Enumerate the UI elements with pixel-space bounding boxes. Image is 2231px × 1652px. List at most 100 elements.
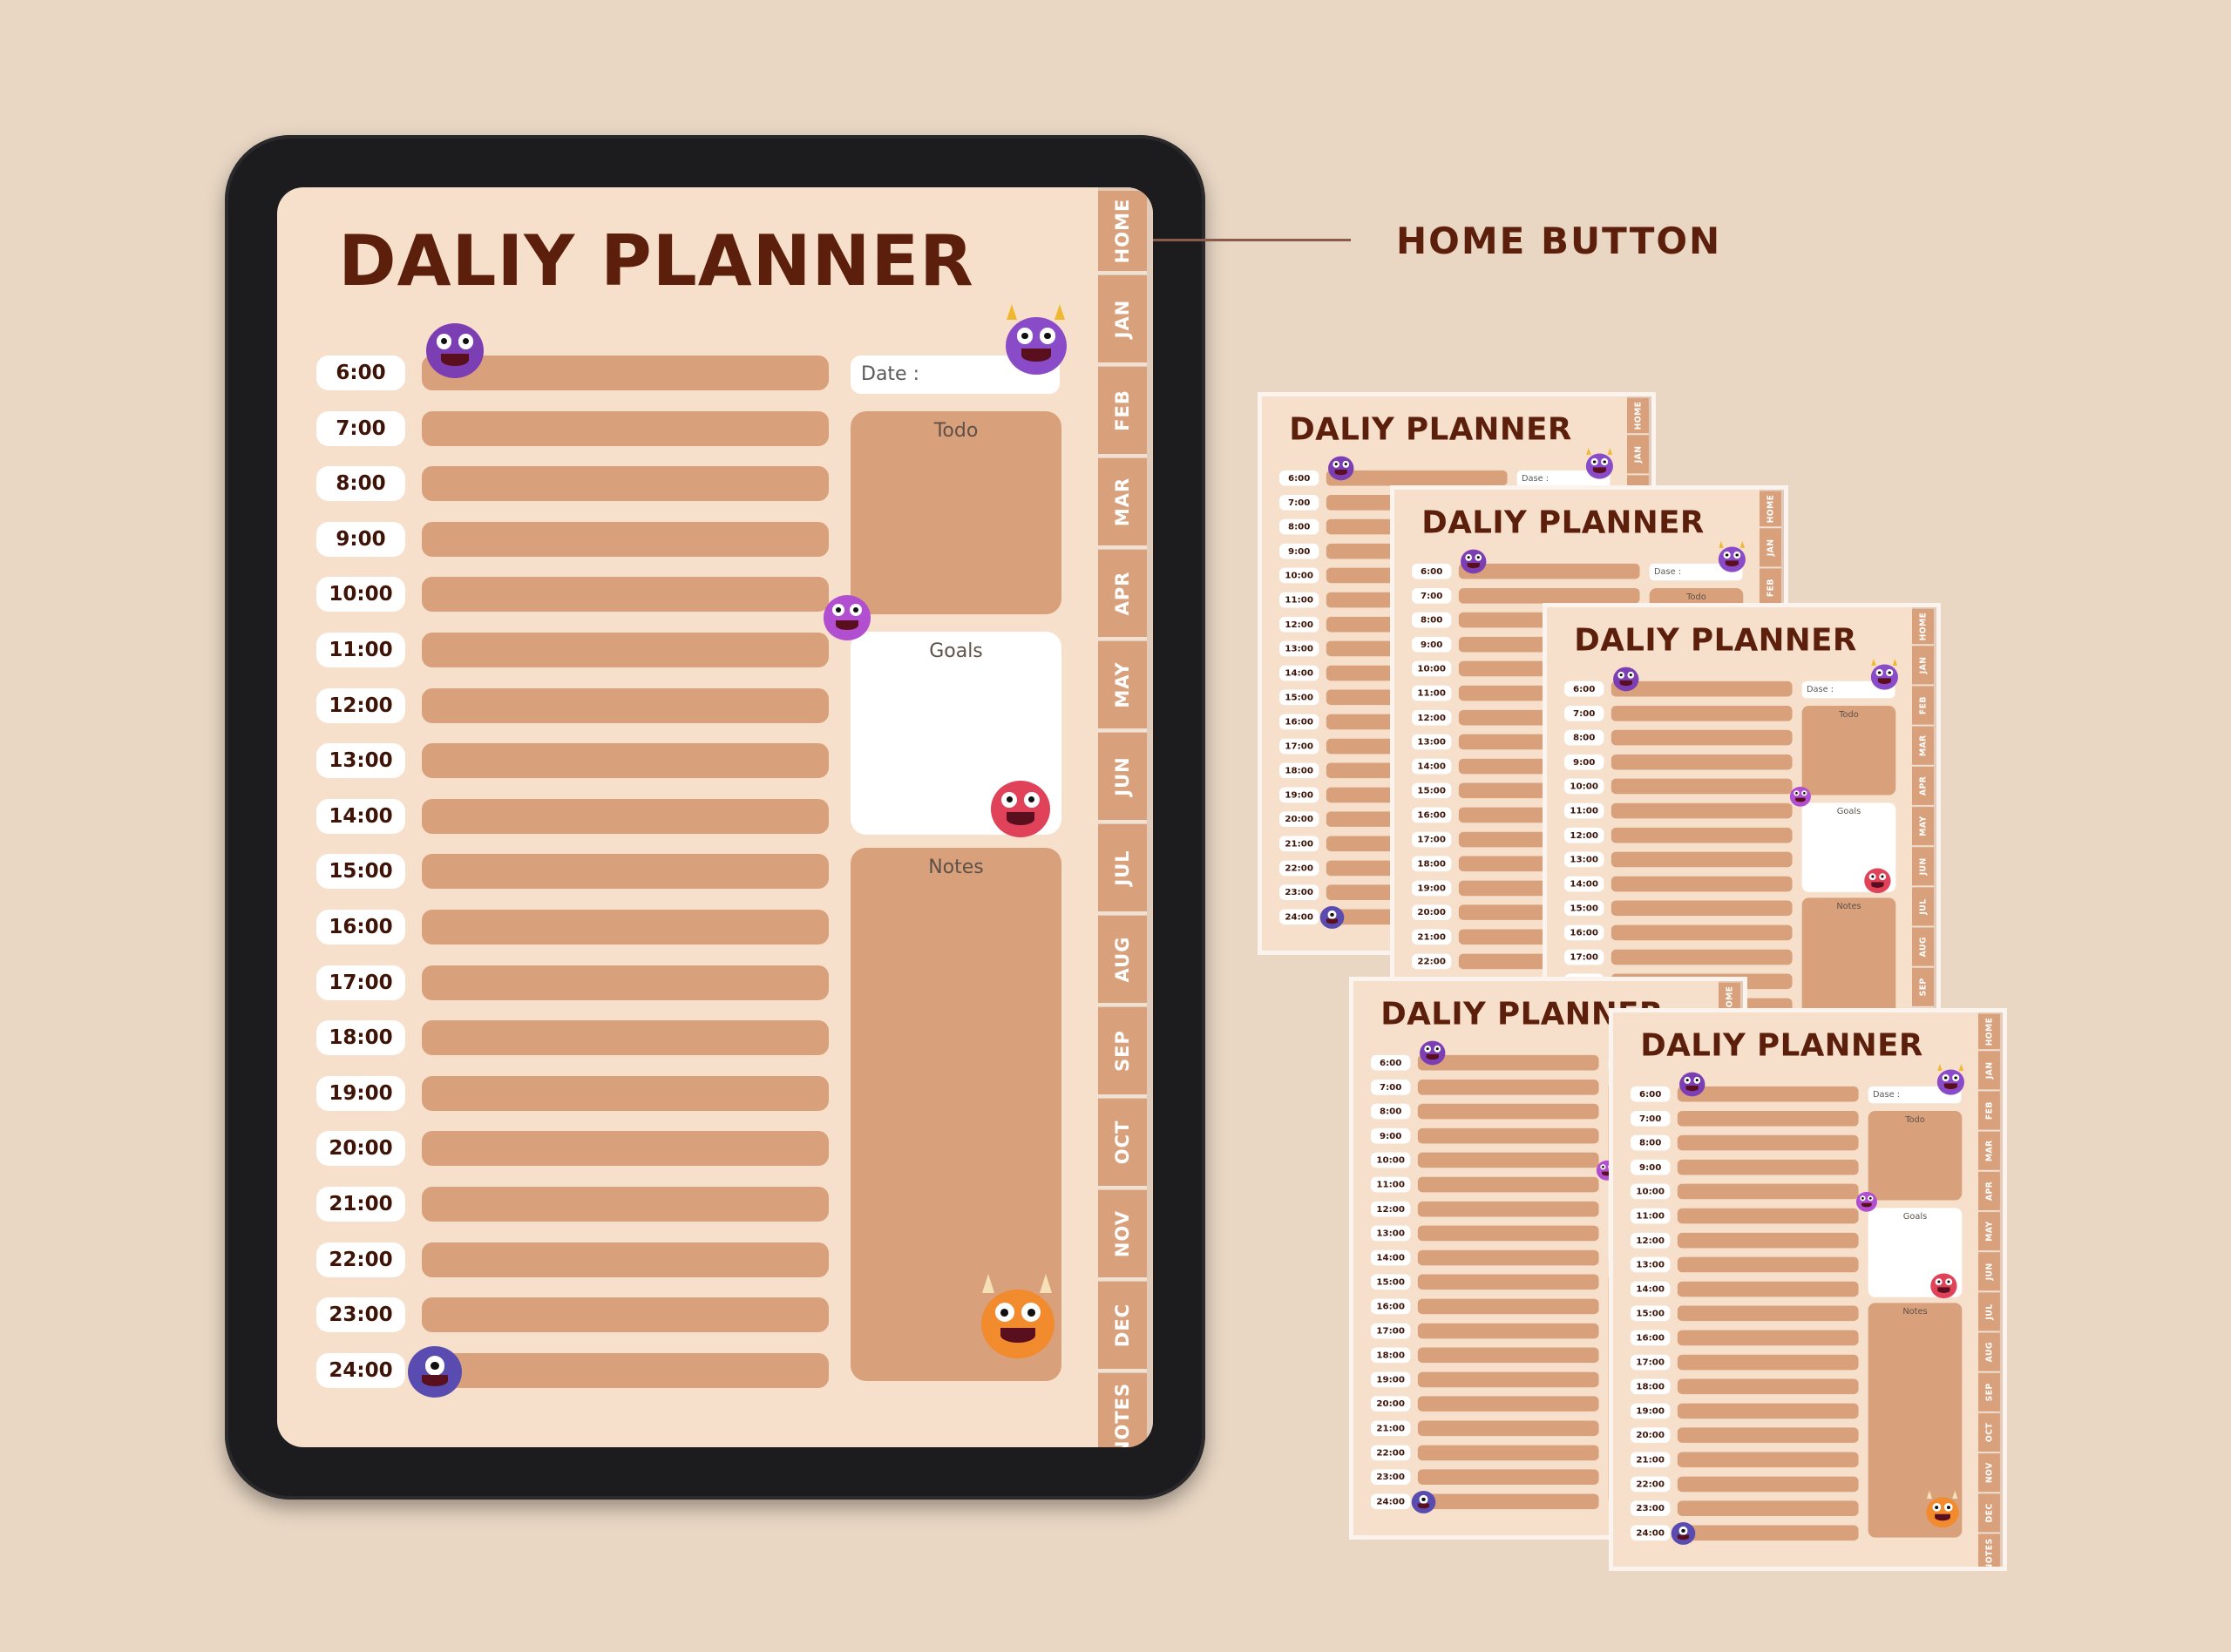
tab-jul[interactable]: JUL (1911, 887, 1934, 928)
time-entry-field[interactable] (1417, 1323, 1599, 1339)
time-entry-field[interactable] (1417, 1396, 1599, 1412)
time-entry-field[interactable] (1677, 1354, 1859, 1371)
date-field[interactable]: Dase : (1649, 563, 1743, 581)
time-entry-field[interactable] (1677, 1256, 1859, 1273)
tab-home[interactable]: HOME (1977, 1013, 2000, 1051)
time-entry-field[interactable] (1417, 1225, 1599, 1242)
tab-notes[interactable]: NOTES (1098, 1373, 1147, 1447)
time-entry-field[interactable] (1417, 1127, 1599, 1144)
time-entry-field[interactable] (1677, 1500, 1859, 1517)
tab-apr[interactable]: APR (1098, 550, 1147, 640)
time-entry-field[interactable] (1611, 754, 1793, 770)
time-entry-field[interactable] (422, 965, 829, 1000)
time-entry-field[interactable] (422, 355, 829, 390)
time-entry-field[interactable] (1611, 802, 1793, 819)
time-entry-field[interactable] (1611, 924, 1793, 941)
tab-sep[interactable]: SEP (1977, 1372, 2000, 1413)
time-entry-field[interactable] (422, 1297, 829, 1333)
time-entry-field[interactable] (422, 466, 829, 502)
time-entry-field[interactable] (422, 1242, 829, 1277)
tab-nov[interactable]: NOV (1977, 1453, 2000, 1493)
tab-home[interactable]: HOME (1911, 608, 1934, 646)
time-entry-field[interactable] (422, 798, 829, 834)
time-entry-field[interactable] (1458, 563, 1640, 579)
tab-jun[interactable]: JUN (1977, 1252, 2000, 1293)
date-field[interactable]: Dase : (1868, 1086, 1962, 1104)
tab-jan[interactable]: JAN (1911, 646, 1934, 687)
tab-apr[interactable]: APR (1911, 766, 1934, 807)
time-entry-field[interactable] (422, 1187, 829, 1222)
time-entry-field[interactable] (1677, 1403, 1859, 1419)
tab-feb[interactable]: FEB (1759, 568, 1781, 609)
time-entry-field[interactable] (1611, 778, 1793, 795)
tab-aug[interactable]: AUG (1911, 927, 1934, 968)
time-entry-field[interactable] (1417, 1469, 1599, 1486)
time-entry-field[interactable] (1611, 851, 1793, 868)
time-entry-field[interactable] (1611, 949, 1793, 965)
time-entry-field[interactable] (1677, 1183, 1859, 1200)
time-entry-field[interactable] (1677, 1378, 1859, 1395)
tab-oct[interactable]: OCT (1977, 1413, 2000, 1453)
tab-jun[interactable]: JUN (1911, 847, 1934, 888)
time-entry-field[interactable] (422, 633, 829, 667)
time-entry-field[interactable] (1611, 729, 1793, 746)
time-entry-field[interactable] (1417, 1493, 1599, 1510)
date-field[interactable]: Dase : (1516, 470, 1611, 488)
tab-mar[interactable]: MAR (1098, 458, 1147, 549)
time-entry-field[interactable] (1417, 1371, 1599, 1388)
time-entry-field[interactable] (1611, 705, 1793, 721)
time-entry-field[interactable] (1417, 1152, 1599, 1168)
tab-mar[interactable]: MAR (1911, 726, 1934, 767)
time-entry-field[interactable] (422, 410, 829, 446)
tab-home[interactable]: HOME (1626, 397, 1649, 435)
tab-feb[interactable]: FEB (1977, 1091, 2000, 1132)
time-entry-field[interactable] (422, 577, 829, 613)
time-entry-field[interactable] (1677, 1208, 1859, 1224)
todo-box[interactable]: Todo (851, 411, 1061, 614)
time-entry-field[interactable] (1611, 827, 1793, 843)
time-entry-field[interactable] (1417, 1079, 1599, 1095)
tab-nov[interactable]: NOV (1098, 1190, 1147, 1281)
time-entry-field[interactable] (1326, 470, 1508, 486)
time-entry-field[interactable] (1677, 1086, 1859, 1102)
todo-box[interactable]: Todo (1868, 1111, 1963, 1201)
time-entry-field[interactable] (1417, 1103, 1599, 1120)
tab-may[interactable]: MAY (1098, 641, 1147, 732)
tab-dec[interactable]: DEC (1098, 1282, 1147, 1372)
date-field[interactable]: Dase : (1801, 680, 1895, 699)
time-entry-field[interactable] (1611, 876, 1793, 892)
time-entry-field[interactable] (1677, 1159, 1859, 1175)
tab-mar[interactable]: MAR (1977, 1131, 2000, 1172)
time-entry-field[interactable] (1677, 1330, 1859, 1346)
time-entry-field[interactable] (1677, 1281, 1859, 1297)
time-entry-field[interactable] (422, 743, 829, 779)
time-entry-field[interactable] (1677, 1452, 1859, 1468)
tab-jan[interactable]: JAN (1626, 435, 1649, 476)
tab-dec[interactable]: DEC (1977, 1493, 2000, 1534)
tab-jul[interactable]: JUL (1098, 824, 1147, 915)
time-entry-field[interactable] (1677, 1232, 1859, 1249)
tab-aug[interactable]: AUG (1098, 916, 1147, 1006)
time-entry-field[interactable] (1458, 587, 1640, 604)
time-entry-field[interactable] (1677, 1525, 1859, 1541)
time-entry-field[interactable] (1677, 1305, 1859, 1322)
time-entry-field[interactable] (1417, 1054, 1599, 1071)
tab-sep[interactable]: SEP (1911, 967, 1934, 1008)
tab-apr[interactable]: APR (1977, 1171, 2000, 1212)
time-entry-field[interactable] (1417, 1445, 1599, 1461)
time-entry-field[interactable] (1417, 1298, 1599, 1315)
tab-jul[interactable]: JUL (1977, 1292, 2000, 1333)
tab-may[interactable]: MAY (1911, 807, 1934, 847)
time-entry-field[interactable] (422, 1131, 829, 1167)
tab-aug[interactable]: AUG (1977, 1332, 2000, 1373)
time-entry-field[interactable] (1677, 1476, 1859, 1493)
tab-feb[interactable]: FEB (1911, 686, 1934, 727)
tab-feb[interactable]: FEB (1098, 367, 1147, 457)
time-entry-field[interactable] (422, 687, 829, 723)
time-entry-field[interactable] (1417, 1249, 1599, 1266)
time-entry-field[interactable] (1677, 1110, 1859, 1127)
tab-jan[interactable]: JAN (1098, 275, 1147, 366)
tab-jan[interactable]: JAN (1759, 528, 1781, 569)
time-entry-field[interactable] (1417, 1347, 1599, 1364)
time-entry-field[interactable] (422, 854, 829, 890)
